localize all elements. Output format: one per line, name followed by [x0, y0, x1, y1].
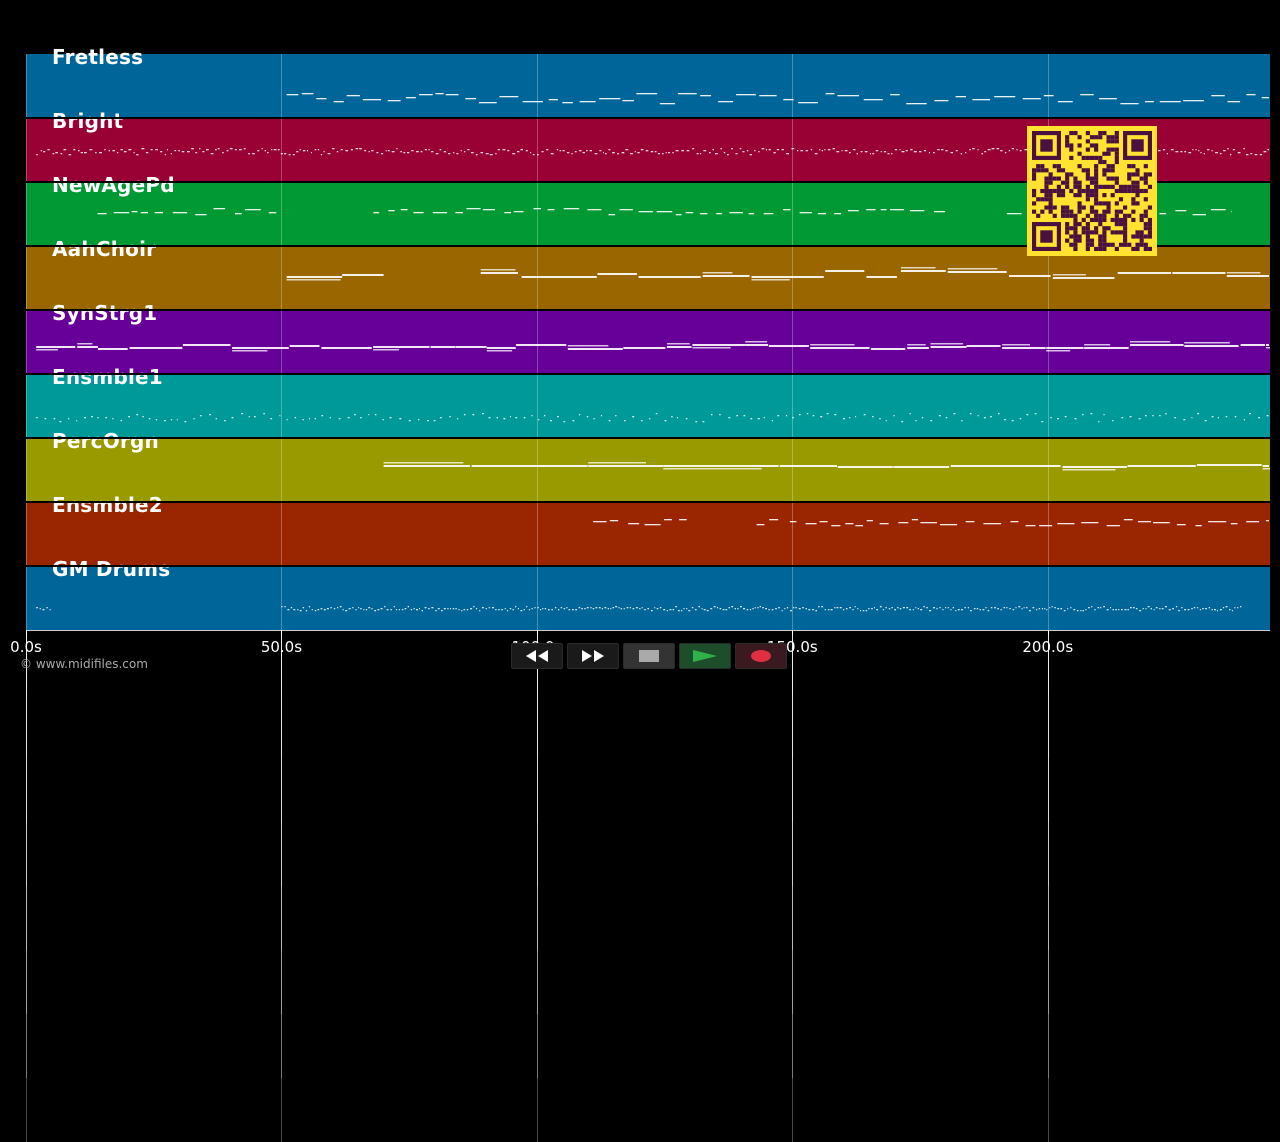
playback-controls [511, 643, 787, 669]
fast-forward-icon [582, 650, 604, 662]
rewind-button[interactable] [511, 643, 563, 669]
lane-separator [26, 373, 1270, 375]
track-notes [36, 606, 1242, 612]
copyright-text: © www.midifiles.com [20, 657, 148, 671]
track-notes [286, 93, 1269, 105]
stop-button[interactable] [623, 643, 675, 669]
lane-separator [26, 117, 1270, 119]
track-notes [36, 341, 1270, 352]
grid-line [1047, 374, 1049, 950]
track-notes [593, 519, 1269, 527]
tick-mark [792, 630, 794, 635]
track-name: Ensmble2 [52, 493, 163, 517]
record-icon [751, 650, 771, 662]
grid-line [792, 374, 794, 950]
fast-forward-button[interactable] [567, 643, 619, 669]
lane-separator [26, 309, 1270, 311]
tick-mark [536, 630, 538, 635]
grid-line [281, 374, 283, 950]
tick-mark [281, 630, 283, 635]
track-name: NewAgePd [52, 173, 175, 197]
track-lane[interactable]: Fretless [26, 47, 1270, 630]
play-icon [693, 650, 717, 662]
grid-line [26, 374, 27, 950]
lane-separator [26, 501, 1270, 503]
tick-mark [1047, 630, 1049, 635]
track-lane[interactable]: Ensmble2 [26, 495, 1270, 1078]
track-name: AahChoir [52, 237, 157, 261]
track-notes [286, 267, 1269, 281]
stop-icon [639, 650, 659, 662]
track-lane[interactable]: Ensmble1 [26, 367, 1270, 950]
track-lane[interactable]: PercOrgn [26, 431, 1270, 1014]
tick-mark [26, 630, 27, 635]
qr-code-icon [1032, 131, 1152, 251]
track-notes [36, 413, 1269, 423]
track-name: Ensmble1 [52, 365, 163, 389]
track-lane[interactable]: SynStrg1 [26, 303, 1270, 886]
play-button[interactable] [679, 643, 731, 669]
tick-label: 200.0s [1022, 638, 1074, 656]
tick-label: 50.0s [260, 638, 303, 656]
track-name: GM Drums [52, 557, 171, 581]
track-name: Fretless [52, 45, 144, 69]
lane-separator [26, 437, 1270, 439]
time-axis-line [26, 630, 1270, 631]
piano-roll: Fretless Bright NewAgePd AahChoir SynStrg1 En… [26, 47, 1270, 1142]
track-lane[interactable]: GM Drums [26, 559, 1270, 1142]
track-name: PercOrgn [52, 429, 159, 453]
track-lane[interactable]: AahChoir [26, 239, 1270, 822]
record-button[interactable] [735, 643, 787, 669]
tick-label: 0.0s [10, 638, 42, 656]
track-name: Bright [52, 109, 124, 133]
track-notes [383, 462, 1270, 471]
rewind-icon [526, 650, 548, 662]
track-name: SynStrg1 [52, 301, 158, 325]
lane-separator [26, 181, 1270, 183]
lane-separator [26, 245, 1270, 247]
lane-separator [26, 565, 1270, 567]
qr-code [1027, 126, 1157, 256]
